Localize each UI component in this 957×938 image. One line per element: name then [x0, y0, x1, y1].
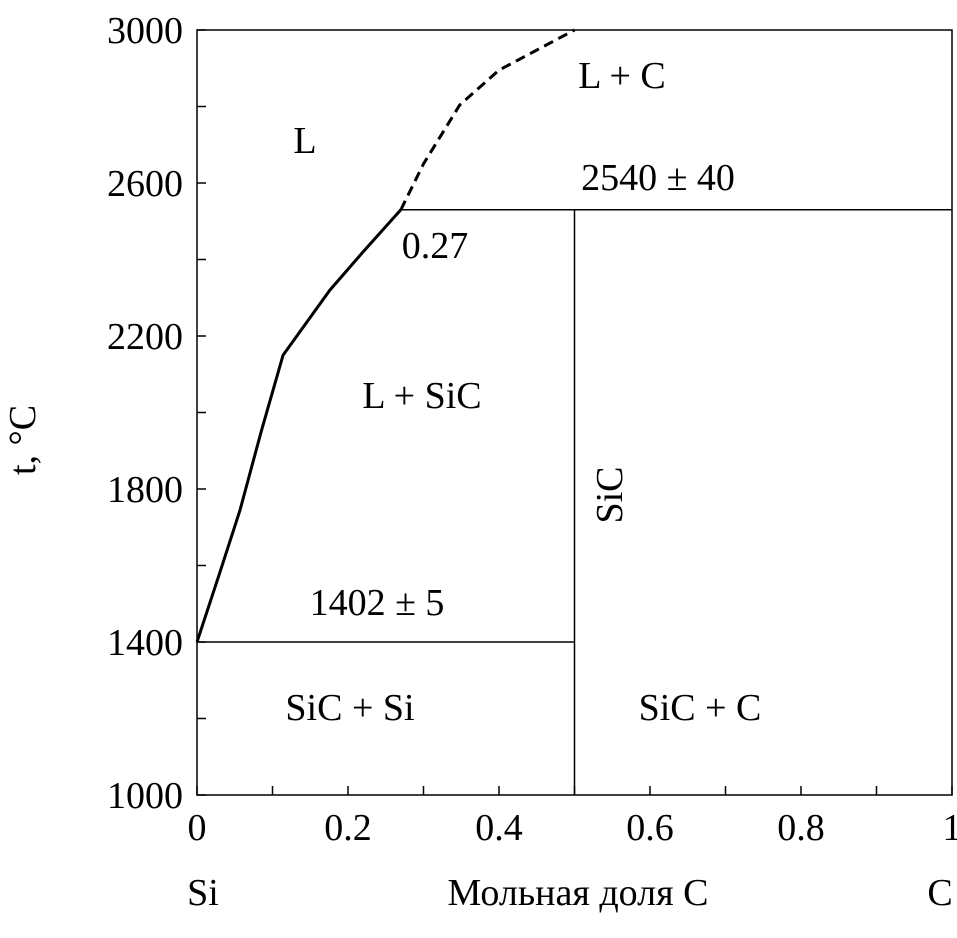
x-tick-label: 0.2: [324, 807, 372, 849]
annotation: 0.27: [402, 225, 469, 267]
y-tick-label: 3000: [107, 10, 183, 52]
annotation: SiC + C: [639, 687, 762, 729]
x-axis-title: Мольная доля C: [448, 872, 709, 914]
x-right-label: C: [927, 872, 952, 914]
y-tick-label: 1800: [107, 469, 183, 511]
x-tick-label: 0: [188, 807, 207, 849]
y-axis-title: t, °C: [2, 405, 44, 475]
annotation: SiC + Si: [285, 687, 414, 729]
y-tick-label: 2600: [107, 163, 183, 205]
y-tick-label: 1400: [107, 622, 183, 664]
phase-boundary: [401, 30, 575, 210]
x-tick-label: 0.8: [777, 807, 825, 849]
phase-boundary: [197, 210, 401, 642]
annotation: SiC: [589, 466, 631, 523]
annotation: L + SiC: [362, 375, 481, 417]
x-tick-label: 0.4: [475, 807, 523, 849]
annotation: 1402 ± 5: [310, 582, 445, 624]
x-tick-label: 1: [943, 807, 957, 849]
annotation: L: [293, 120, 316, 162]
annotation: 2540 ± 40: [581, 157, 735, 199]
y-tick-label: 1000: [107, 775, 183, 817]
y-tick-label: 2200: [107, 316, 183, 358]
x-left-label: Si: [187, 872, 219, 914]
x-tick-label: 0.6: [626, 807, 674, 849]
annotation: L + C: [578, 55, 666, 97]
